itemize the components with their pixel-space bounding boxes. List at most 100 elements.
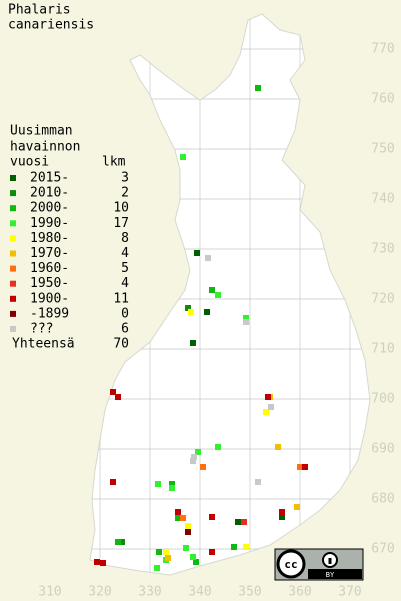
license-logo: cc BY: [274, 548, 364, 581]
observation: [297, 464, 303, 470]
observation: [190, 554, 196, 560]
observation: [155, 481, 161, 487]
observation: [205, 255, 211, 261]
observation: [115, 394, 121, 400]
total: 70: [113, 337, 129, 352]
observation: [185, 529, 191, 535]
observation: [209, 549, 215, 555]
legend-count: 4: [121, 276, 129, 291]
legend-count: 2: [121, 186, 129, 201]
legend-swatch: [10, 310, 16, 317]
observation: [302, 464, 308, 470]
legend-label: 1960-: [30, 261, 69, 276]
legend-swatch: [10, 175, 16, 181]
legend-swatch: [10, 326, 16, 332]
observation: [263, 409, 269, 415]
observation: [100, 560, 106, 566]
legend-count: 6: [121, 322, 129, 337]
y-label: 700: [371, 392, 394, 407]
observation: [175, 509, 181, 515]
legend-count: 4: [121, 246, 129, 261]
observation: [215, 292, 221, 298]
x-label: 350: [238, 585, 261, 600]
legend-count: 8: [121, 231, 129, 246]
observation: [94, 559, 100, 565]
total-label: Yhteensä: [12, 337, 75, 352]
labels: 310 320 330 340 350 360 3707707607507407307207…: [38, 42, 394, 600]
y-label: 760: [371, 92, 394, 107]
observation: [275, 444, 281, 450]
x-label: 370: [338, 585, 361, 600]
observation: [231, 544, 237, 550]
y-label: 740: [371, 192, 394, 207]
x-label: 330: [138, 585, 161, 600]
legend-count: 10: [113, 201, 129, 216]
observation: [119, 539, 125, 545]
legend-label: 2015-: [30, 171, 69, 186]
y-label: 710: [371, 342, 394, 357]
observation: [294, 504, 300, 510]
legend-swatch: [10, 220, 16, 227]
observation: [154, 565, 160, 571]
legend-header: havainnon: [10, 140, 80, 155]
observation: [243, 319, 249, 325]
x-label: 360: [288, 585, 311, 600]
legend-label: 2010-: [30, 186, 69, 201]
observation: [169, 485, 175, 491]
observation: [200, 464, 206, 470]
x-label: 340: [188, 585, 211, 600]
observation: [195, 449, 201, 455]
observation: [175, 515, 181, 521]
legend-label: 2000-: [30, 201, 69, 216]
observation: [188, 309, 194, 315]
observation: [156, 549, 162, 555]
title: canariensis: [8, 18, 94, 33]
observation: [209, 514, 215, 520]
observation: [110, 479, 116, 485]
observation: [279, 509, 285, 515]
title: Phalaris: [8, 3, 71, 18]
legend-header: vuosi: [10, 155, 49, 170]
legend-label: 1980-: [30, 231, 69, 246]
observation: [190, 458, 196, 464]
legend-label: 1900-: [30, 291, 69, 306]
observation: [180, 154, 186, 160]
observation: [204, 309, 210, 315]
observation: [110, 389, 116, 395]
y-label: 670: [371, 542, 394, 557]
y-label: 690: [371, 442, 394, 457]
legend: 2015- 3 2010- 2 2000- 10 1990- 17 1980- 8 1970- 4 19…: [10, 171, 129, 337]
legend-count: 11: [113, 291, 129, 306]
license: BY: [326, 571, 335, 579]
x-label: 320: [88, 585, 111, 600]
y-label: 720: [371, 292, 394, 307]
legend-swatch: [10, 250, 16, 257]
legend-swatch: [10, 235, 16, 242]
observation: [235, 519, 241, 525]
observation: [115, 539, 121, 545]
observation: [180, 515, 186, 521]
legend-swatch: [10, 265, 16, 272]
observation: [215, 444, 221, 450]
legend-swatch: [10, 295, 16, 302]
legend-count: 17: [113, 216, 129, 231]
observation: [185, 305, 191, 311]
observation: [169, 481, 175, 487]
y-label: 730: [371, 242, 394, 257]
observation: [193, 559, 199, 565]
legend-label: 1990-: [30, 216, 69, 231]
observation: [241, 519, 247, 525]
observation: [190, 340, 196, 346]
observation: [194, 250, 200, 256]
x-label: 310: [38, 585, 61, 600]
observation: [268, 404, 274, 410]
legend-count: 0: [121, 306, 129, 321]
observation: [243, 315, 249, 321]
legend-swatch: [10, 280, 16, 287]
legend-label: 1950-: [30, 276, 69, 291]
legend-swatch: [10, 205, 16, 212]
observations: [94, 85, 308, 571]
observation: [163, 549, 169, 555]
observation: [255, 479, 261, 485]
